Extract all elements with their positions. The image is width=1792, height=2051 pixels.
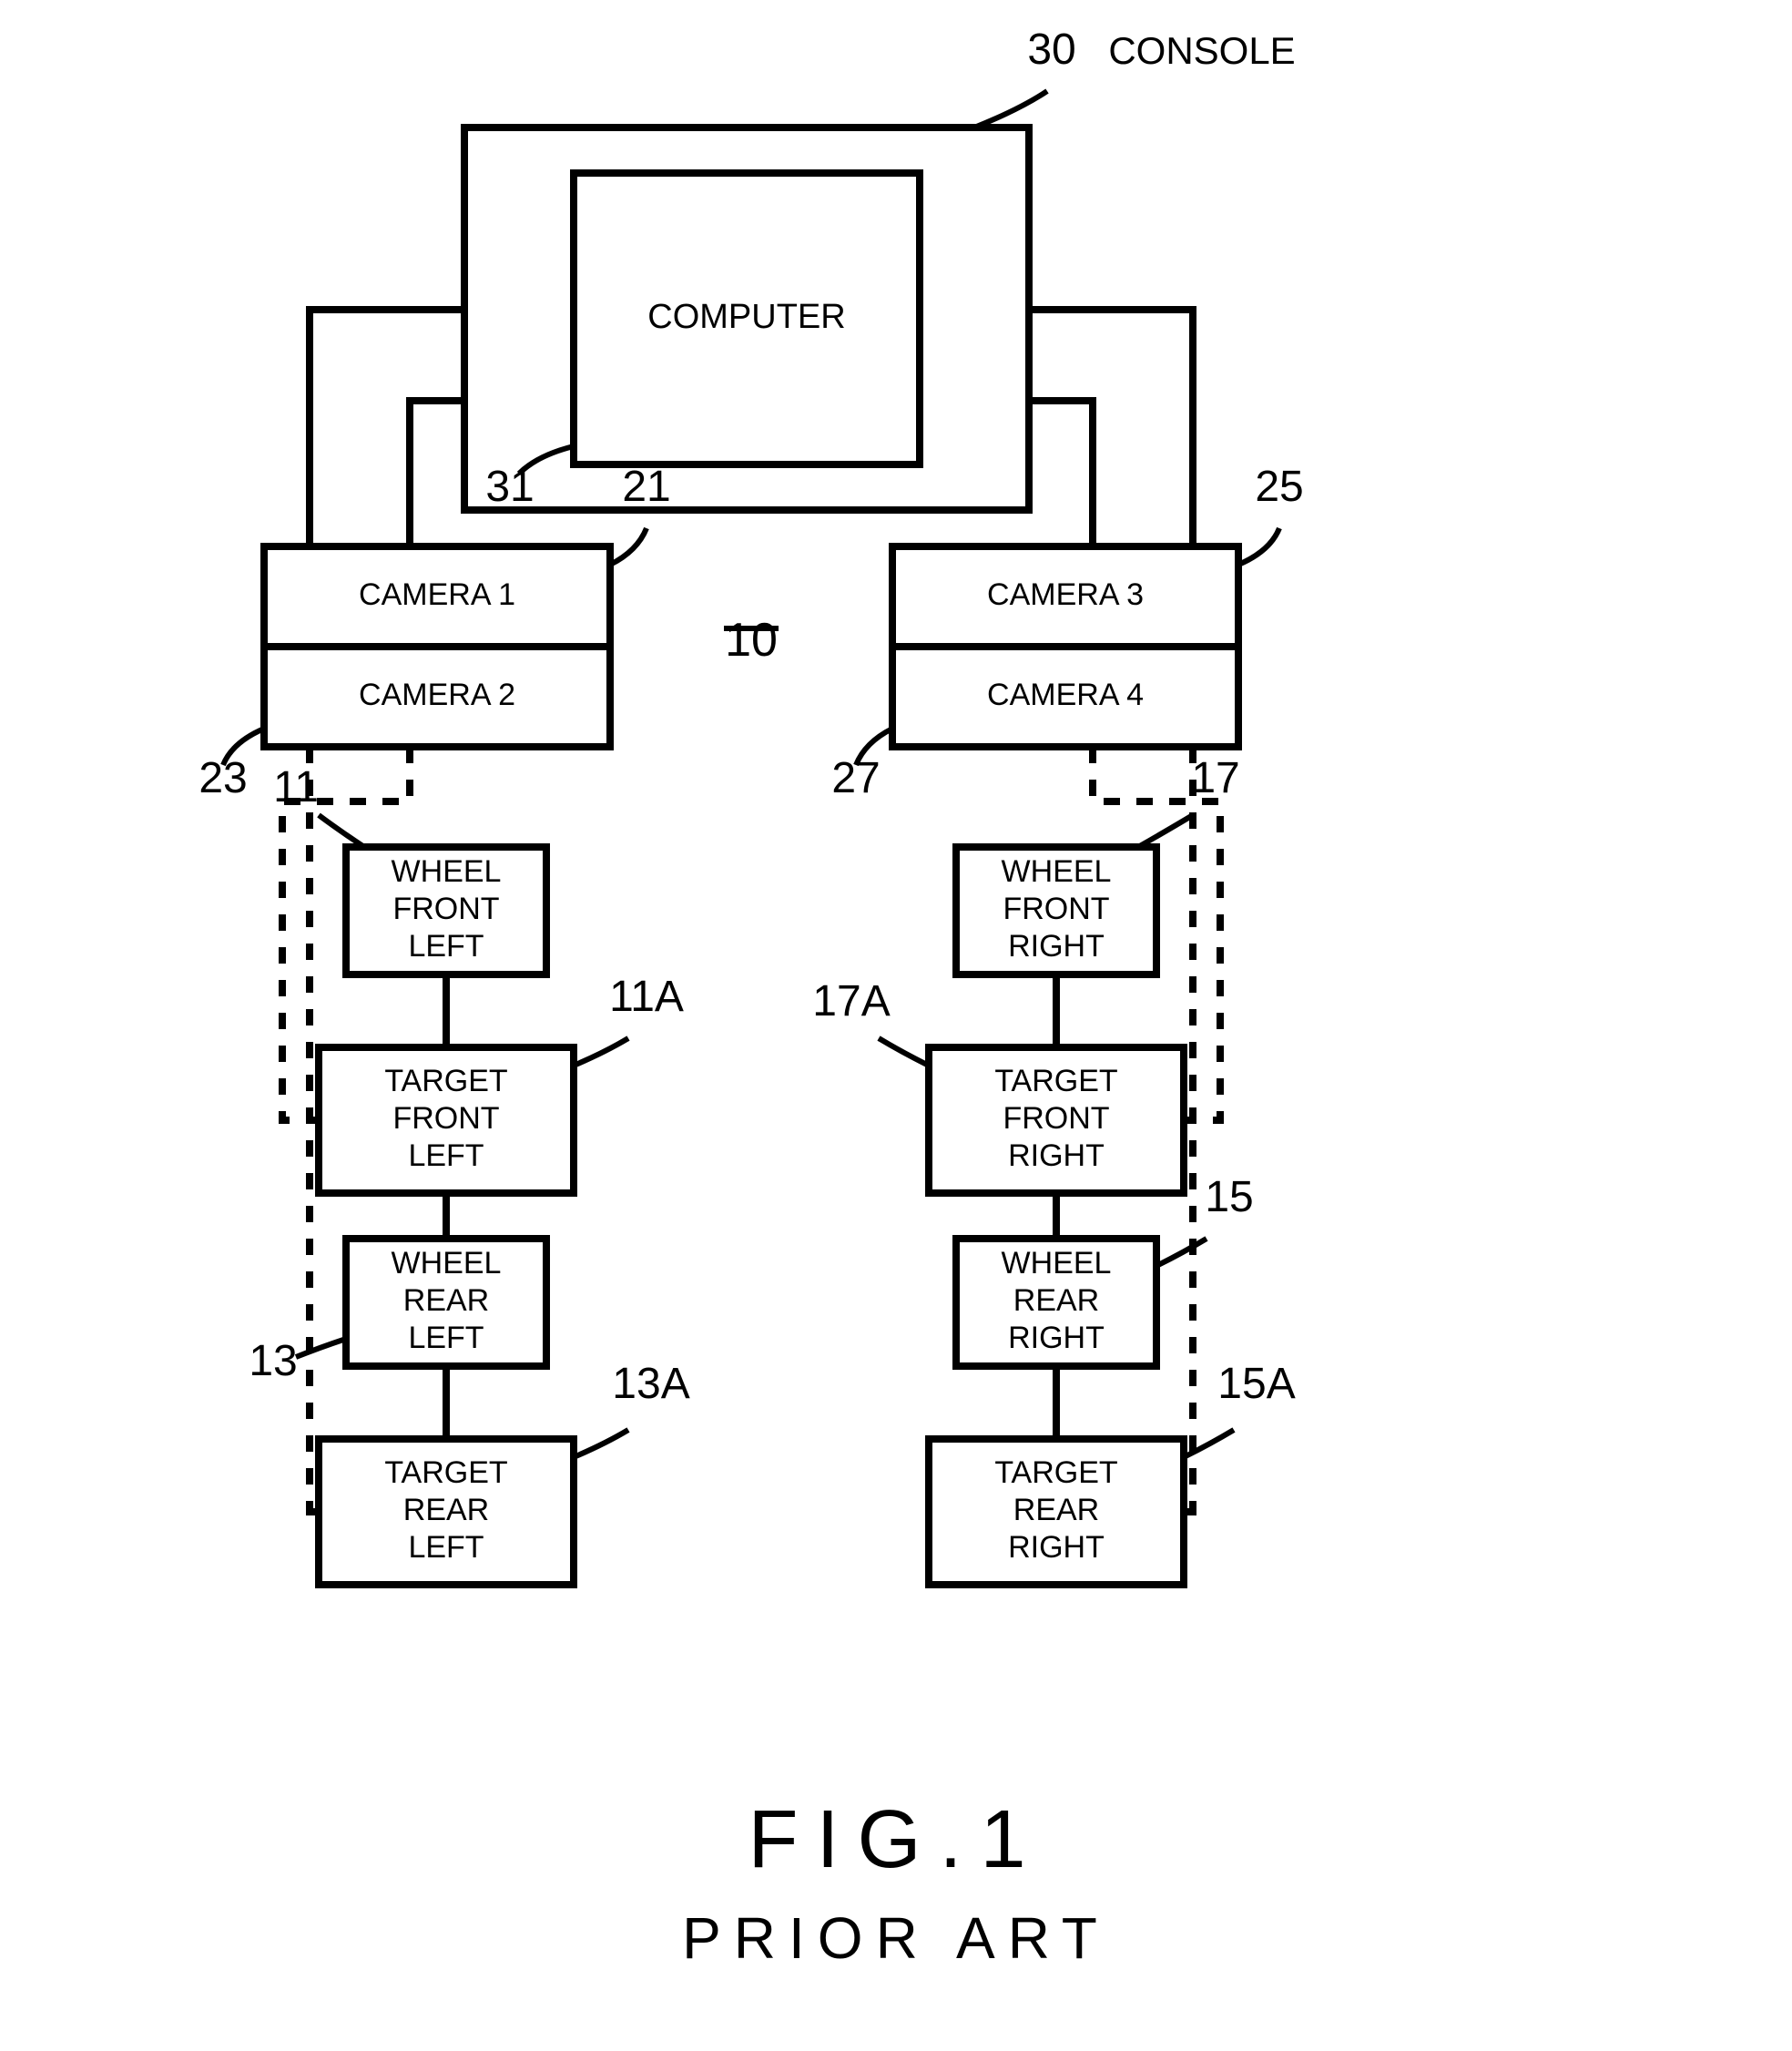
right_rear_wheel-label-1: REAR (1013, 1283, 1099, 1318)
left_rear_target-label-0: LEFT (408, 1530, 484, 1565)
right_rear_wheel-label-2: WHEEL (1002, 1246, 1112, 1281)
ref-27: 27 (831, 754, 880, 802)
ref-13: 13 (249, 1337, 297, 1385)
left_front_target-label-0: LEFT (408, 1138, 484, 1173)
ref-15A: 15A (1217, 1360, 1295, 1408)
left_front_wheel-label-0: LEFT (408, 929, 484, 964)
console-label: CONSOLE (1108, 29, 1295, 72)
figure-subtitle: PRIOR ART (682, 1905, 1110, 1971)
left_rear_wheel-label-2: WHEEL (392, 1246, 502, 1281)
lead-11 (319, 815, 364, 847)
camera1-label: CAMERA 1 (359, 577, 515, 612)
left_front_wheel-label-1: FRONT (392, 892, 499, 926)
ref-31: 31 (485, 463, 534, 511)
left_rear_wheel-label-0: LEFT (408, 1321, 484, 1355)
right_rear_target-label-2: TARGET (994, 1455, 1117, 1490)
right_rear_target-label-1: REAR (1013, 1493, 1099, 1527)
lead-11A (574, 1038, 628, 1066)
ref-13A: 13A (612, 1360, 689, 1408)
computer-label: COMPUTER (647, 298, 845, 336)
camera4-label: CAMERA 4 (987, 678, 1144, 712)
ref-15: 15 (1205, 1173, 1253, 1221)
figure-title: FIG.1 (748, 1794, 1044, 1885)
camera2-label: CAMERA 2 (359, 678, 515, 712)
ref-10: 10 (725, 614, 778, 667)
ref-17A: 17A (812, 977, 890, 1026)
left_front_target-label-2: TARGET (384, 1064, 507, 1098)
lead-17A (879, 1038, 929, 1066)
right_front_target-label-0: RIGHT (1008, 1138, 1105, 1173)
ref-17: 17 (1191, 754, 1239, 802)
left_rear_wheel-label-1: REAR (403, 1283, 489, 1318)
right_rear_wheel-label-0: RIGHT (1008, 1321, 1105, 1355)
ref-21: 21 (622, 463, 670, 511)
lead-17 (1138, 815, 1193, 847)
ref-11: 11 (273, 763, 319, 811)
left_rear_target-label-2: TARGET (384, 1455, 507, 1490)
right_front_wheel-label-1: FRONT (1003, 892, 1109, 926)
ref-11A: 11A (609, 973, 684, 1021)
left_rear_target-label-1: REAR (403, 1493, 489, 1527)
right_front_wheel-label-2: WHEEL (1002, 854, 1112, 889)
left_front_target-label-1: FRONT (392, 1101, 499, 1136)
lead-13A (574, 1430, 628, 1457)
camera3-label: CAMERA 3 (987, 577, 1144, 612)
lead-25 (1238, 528, 1279, 565)
lead-15 (1156, 1239, 1207, 1266)
lead-13 (296, 1339, 346, 1357)
right_front_wheel-label-0: RIGHT (1008, 929, 1105, 964)
left_front_wheel-label-2: WHEEL (392, 854, 502, 889)
lead-30 (974, 91, 1047, 128)
lead-21 (610, 528, 647, 565)
ref-30: 30 (1027, 26, 1075, 74)
right_rear_target-label-0: RIGHT (1008, 1530, 1105, 1565)
ref-23: 23 (199, 754, 247, 802)
right_front_target-label-1: FRONT (1003, 1101, 1109, 1136)
ref-25: 25 (1255, 463, 1303, 511)
right_front_target-label-2: TARGET (994, 1064, 1117, 1098)
